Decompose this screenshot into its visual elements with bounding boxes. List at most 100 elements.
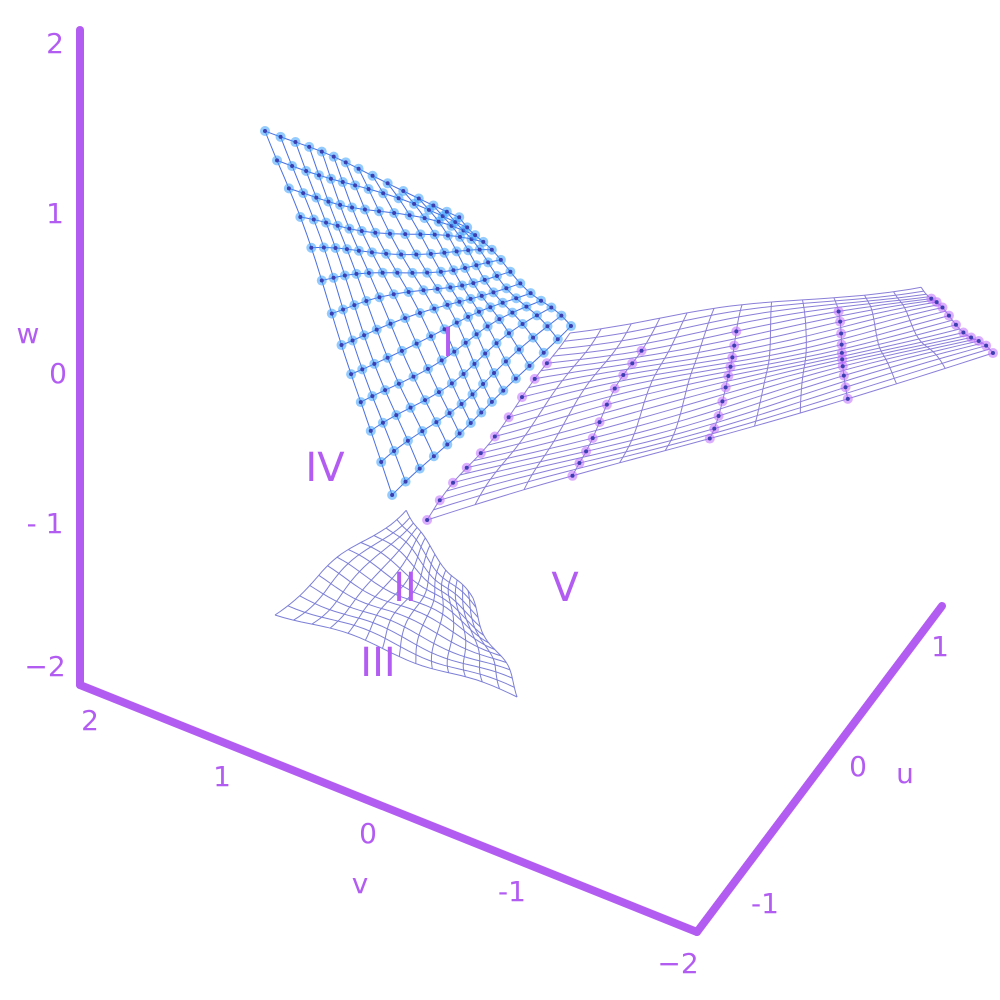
dot (448, 285, 453, 290)
dot (316, 173, 321, 178)
mesh-line (528, 304, 940, 389)
dot (449, 381, 454, 386)
dot (492, 370, 497, 375)
dot (445, 233, 450, 238)
dot (712, 426, 717, 431)
dot (597, 420, 602, 425)
mesh-line (293, 517, 411, 621)
tick-label: 2 (81, 704, 99, 737)
dot (425, 366, 430, 371)
dot (366, 270, 371, 275)
surface (260, 126, 998, 698)
dot (466, 314, 471, 319)
dot (534, 313, 539, 318)
dot (410, 270, 415, 275)
dot (432, 232, 437, 237)
dot (953, 322, 958, 327)
dot (491, 290, 496, 295)
dot (506, 415, 511, 420)
dot (488, 305, 493, 310)
dot (436, 219, 441, 224)
dot (437, 498, 442, 503)
mesh-line (462, 584, 483, 683)
dot (845, 396, 850, 401)
dot (492, 434, 497, 439)
dot (388, 321, 393, 326)
dot (843, 385, 848, 390)
dot (474, 332, 479, 337)
dot (359, 229, 364, 234)
dot (347, 226, 352, 231)
dot (343, 160, 348, 165)
dot (454, 320, 459, 325)
region-label: III (360, 640, 395, 686)
mesh-line (382, 545, 431, 649)
dot (380, 270, 385, 275)
mesh-line (564, 290, 924, 342)
dot (836, 309, 841, 314)
mesh-line (274, 509, 407, 616)
dot (432, 306, 437, 311)
dot (344, 247, 349, 252)
dot (464, 465, 469, 470)
dot (421, 288, 426, 293)
mesh-line (433, 348, 990, 511)
dot (366, 186, 371, 191)
dot (370, 173, 375, 178)
mesh-line (473, 334, 968, 462)
dot (457, 299, 462, 304)
dot (990, 351, 995, 356)
dot (335, 223, 340, 228)
dot (482, 277, 487, 282)
dot (434, 420, 439, 425)
dot (326, 199, 331, 204)
tick-label: - 1 (27, 507, 64, 540)
dot (438, 269, 443, 274)
mesh-line (329, 527, 418, 629)
dot (481, 382, 486, 387)
dot (621, 373, 626, 378)
dot (457, 234, 462, 239)
dot (422, 216, 427, 221)
dot (527, 363, 532, 368)
dot (497, 317, 502, 322)
dot (471, 281, 476, 286)
dot (465, 225, 470, 230)
dot (391, 292, 396, 297)
dot (414, 252, 419, 257)
dot (392, 211, 397, 216)
dot (707, 436, 712, 441)
dot (514, 296, 519, 301)
dot (429, 334, 434, 339)
dot (839, 350, 844, 355)
dot (477, 309, 482, 314)
dot (447, 411, 452, 416)
tick-label: 1 (46, 197, 64, 230)
dot (451, 480, 456, 485)
dot (396, 381, 401, 386)
dot (459, 402, 464, 407)
dot (390, 493, 395, 498)
dot (403, 316, 408, 321)
region-label: I (442, 320, 454, 366)
dot (528, 291, 533, 296)
dot (370, 394, 375, 399)
dot (720, 399, 725, 404)
dot (466, 248, 471, 253)
mesh-line (311, 522, 414, 625)
dot (435, 286, 440, 291)
dot (293, 140, 298, 145)
dot (532, 376, 537, 381)
dot (451, 268, 456, 273)
mesh-line (454, 580, 467, 677)
dot (436, 390, 441, 395)
dot (340, 180, 345, 185)
dot (304, 168, 309, 173)
dot (373, 230, 378, 235)
dot (408, 405, 413, 410)
tick-label: 1 (213, 760, 231, 793)
dot (354, 271, 359, 276)
dot (406, 289, 411, 294)
dot (358, 400, 363, 405)
dot (331, 275, 336, 280)
